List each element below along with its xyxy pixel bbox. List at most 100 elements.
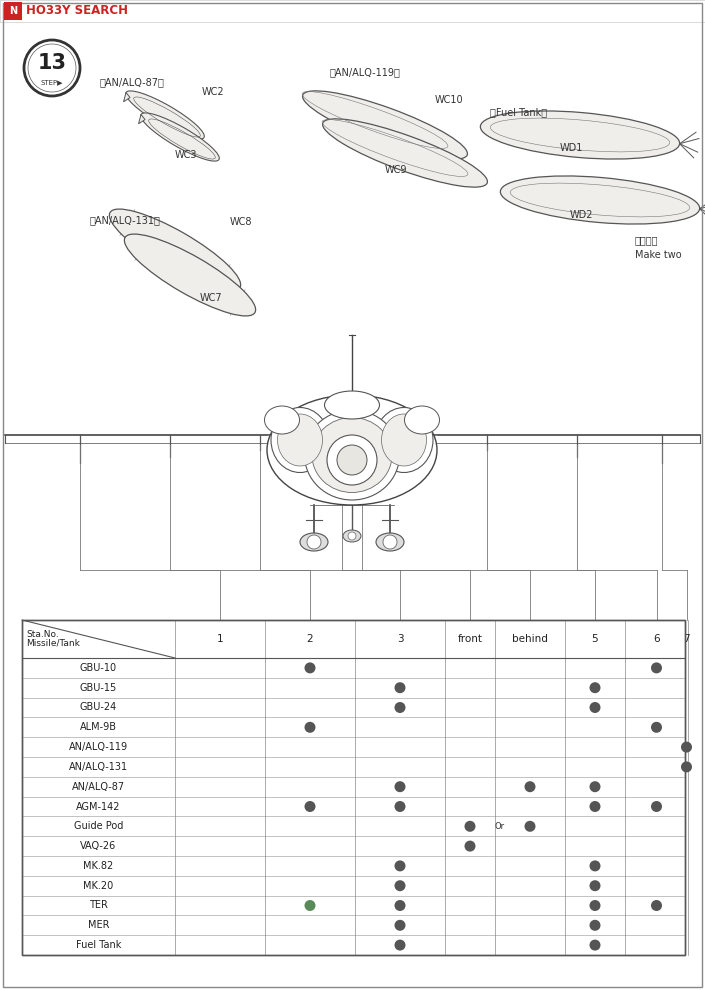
Text: 1: 1 — [216, 634, 223, 644]
Text: STEP▶: STEP▶ — [41, 79, 63, 85]
Text: WC10: WC10 — [435, 95, 464, 105]
Text: 制作两组: 制作两组 — [635, 235, 658, 245]
Text: Fuel Tank: Fuel Tank — [76, 940, 121, 950]
Text: 13: 13 — [37, 53, 66, 73]
Text: HO33Y SEARCH: HO33Y SEARCH — [26, 5, 128, 18]
Text: AN/ALQ-131: AN/ALQ-131 — [69, 762, 128, 772]
Bar — [22, 620, 685, 955]
Polygon shape — [123, 92, 130, 102]
Bar — [22, 620, 685, 955]
Ellipse shape — [109, 209, 240, 291]
Circle shape — [589, 702, 601, 713]
Text: Sta.No.: Sta.No. — [26, 630, 59, 639]
Text: Guide Pod: Guide Pod — [74, 822, 123, 832]
Circle shape — [395, 860, 405, 871]
Text: WD1: WD1 — [560, 143, 583, 153]
Text: 3: 3 — [397, 634, 403, 644]
Circle shape — [395, 702, 405, 713]
Ellipse shape — [324, 391, 379, 419]
Circle shape — [589, 860, 601, 871]
Text: MK.20: MK.20 — [83, 881, 114, 891]
Circle shape — [589, 801, 601, 812]
Ellipse shape — [278, 414, 322, 466]
Circle shape — [651, 722, 662, 733]
Ellipse shape — [312, 418, 392, 492]
Polygon shape — [138, 115, 145, 124]
Circle shape — [651, 900, 662, 911]
Ellipse shape — [141, 113, 219, 161]
Circle shape — [589, 781, 601, 792]
Circle shape — [395, 781, 405, 792]
Ellipse shape — [343, 530, 361, 542]
Text: N: N — [9, 6, 17, 16]
Ellipse shape — [376, 533, 404, 551]
Ellipse shape — [501, 176, 699, 224]
Ellipse shape — [264, 406, 300, 434]
Ellipse shape — [124, 234, 256, 316]
Ellipse shape — [125, 91, 204, 140]
Circle shape — [589, 900, 601, 911]
Bar — [4, 2, 22, 20]
Text: 5: 5 — [591, 634, 599, 644]
Circle shape — [651, 801, 662, 812]
Text: WC8: WC8 — [230, 217, 252, 227]
Text: MER: MER — [87, 921, 109, 931]
Circle shape — [589, 682, 601, 693]
Text: 2: 2 — [307, 634, 313, 644]
Ellipse shape — [300, 533, 328, 551]
Text: 《Fuel Tank》: 《Fuel Tank》 — [490, 107, 547, 117]
Circle shape — [348, 532, 356, 540]
Circle shape — [681, 761, 692, 772]
Text: WD2: WD2 — [570, 210, 594, 220]
Text: WC2: WC2 — [202, 87, 225, 97]
Circle shape — [465, 821, 475, 832]
Circle shape — [305, 801, 316, 812]
Circle shape — [651, 662, 662, 673]
Text: Or: Or — [495, 822, 505, 831]
Ellipse shape — [267, 395, 437, 505]
Circle shape — [337, 445, 367, 475]
Text: 7: 7 — [683, 634, 689, 644]
Text: 《AN/ALQ-119》: 《AN/ALQ-119》 — [330, 67, 401, 77]
Circle shape — [395, 880, 405, 891]
Circle shape — [305, 722, 316, 733]
Text: VAQ-26: VAQ-26 — [80, 842, 116, 851]
Text: TER: TER — [89, 901, 108, 911]
Circle shape — [305, 900, 316, 911]
Circle shape — [525, 821, 536, 832]
Ellipse shape — [323, 119, 487, 187]
Text: AN/ALQ-119: AN/ALQ-119 — [69, 742, 128, 752]
Ellipse shape — [327, 435, 377, 485]
Text: MK.82: MK.82 — [83, 861, 114, 871]
Ellipse shape — [305, 410, 400, 500]
Circle shape — [395, 801, 405, 812]
Text: behind: behind — [512, 634, 548, 644]
Circle shape — [589, 920, 601, 931]
Circle shape — [465, 841, 475, 851]
Circle shape — [395, 682, 405, 693]
Circle shape — [525, 781, 536, 792]
Circle shape — [681, 742, 692, 752]
Bar — [0, 0, 705, 22]
Text: WC9: WC9 — [385, 165, 407, 175]
Ellipse shape — [405, 406, 439, 434]
Text: GBU-10: GBU-10 — [80, 663, 117, 673]
Text: WC7: WC7 — [200, 293, 223, 303]
Circle shape — [383, 535, 397, 549]
Text: 《AN/ALQ-131》: 《AN/ALQ-131》 — [90, 215, 161, 225]
Circle shape — [589, 880, 601, 891]
Ellipse shape — [480, 111, 680, 159]
Text: 6: 6 — [654, 634, 660, 644]
Text: GBU-15: GBU-15 — [80, 683, 117, 693]
Circle shape — [24, 40, 80, 96]
Text: AGM-142: AGM-142 — [76, 802, 121, 812]
Circle shape — [395, 940, 405, 950]
Text: front: front — [458, 634, 482, 644]
Circle shape — [395, 900, 405, 911]
Text: AN/ALQ-87: AN/ALQ-87 — [72, 782, 125, 792]
Text: ALM-9B: ALM-9B — [80, 723, 117, 733]
Text: Make two: Make two — [635, 250, 682, 260]
Circle shape — [305, 662, 316, 673]
Circle shape — [307, 535, 321, 549]
Ellipse shape — [302, 91, 467, 159]
